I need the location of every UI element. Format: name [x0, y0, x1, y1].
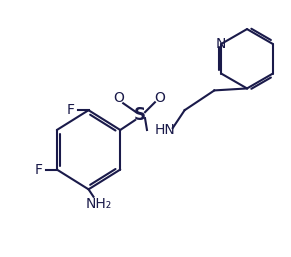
Text: F: F [67, 103, 75, 117]
Text: N: N [216, 37, 226, 51]
Text: NH₂: NH₂ [85, 197, 111, 211]
Text: O: O [113, 91, 124, 105]
Text: O: O [155, 91, 165, 105]
Text: S: S [134, 106, 146, 124]
Text: F: F [35, 162, 43, 177]
Text: HN: HN [155, 123, 176, 137]
